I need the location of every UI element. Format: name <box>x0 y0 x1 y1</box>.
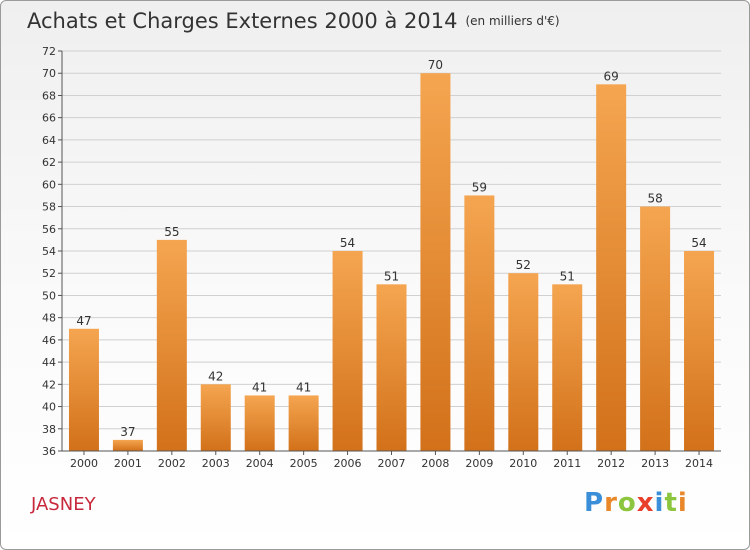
y-tick-label: 38 <box>42 423 56 436</box>
bar <box>596 84 627 451</box>
bar <box>552 284 583 451</box>
chart-title-text: Achats et Charges Externes 2000 à 2014 <box>27 9 458 33</box>
logo-letter: i <box>677 488 688 518</box>
data-label: 69 <box>604 69 619 83</box>
bar <box>332 251 363 451</box>
x-tick-label: 2010 <box>509 457 537 470</box>
x-tick-label: 2006 <box>334 457 362 470</box>
logo-letter: r <box>604 488 618 518</box>
chart-subtitle: (en milliers d'€) <box>465 14 560 28</box>
proxiti-logo: Proxiti <box>584 488 688 518</box>
bar <box>684 251 715 451</box>
bar <box>376 284 407 451</box>
x-tick-label: 2003 <box>202 457 230 470</box>
axes: 36 38 40 42 44 46 48 50 52 54 56 58 60 62 64 66 68 70 72 20… <box>42 45 721 470</box>
y-tick-label: 48 <box>42 312 56 325</box>
y-tick-label: 36 <box>42 445 56 458</box>
bar <box>200 384 231 451</box>
y-tick-label: 46 <box>42 334 56 347</box>
data-label: 70 <box>428 58 443 72</box>
bar <box>508 273 539 451</box>
data-label: 55 <box>164 225 179 239</box>
logo-letter: o <box>617 488 637 518</box>
x-tick-label: 2014 <box>685 457 713 470</box>
x-tick-label: 2012 <box>597 457 625 470</box>
y-tick-label: 52 <box>42 267 56 280</box>
data-label: 37 <box>120 425 135 439</box>
x-tick-label: 2005 <box>290 457 318 470</box>
y-tick-label: 70 <box>42 67 56 80</box>
bar <box>464 195 495 451</box>
data-label: 59 <box>472 180 487 194</box>
data-label: 58 <box>647 192 662 206</box>
bar <box>288 395 319 451</box>
data-label: 54 <box>691 236 706 250</box>
data-label: 51 <box>560 269 575 283</box>
bars: 47 37 55 42 41 41 54 51 70 59 52 51 69 58 54 <box>68 58 715 451</box>
y-tick-label: 62 <box>42 156 56 169</box>
x-tick-label: 2007 <box>378 457 406 470</box>
y-tick-label: 50 <box>42 289 56 302</box>
y-tick-label: 66 <box>42 112 56 125</box>
bar <box>112 439 143 451</box>
logo-letter: P <box>584 488 605 518</box>
x-tick-label: 2002 <box>158 457 186 470</box>
bar <box>244 395 275 451</box>
y-tick-label: 56 <box>42 223 56 236</box>
y-tick-label: 44 <box>42 356 56 369</box>
data-label: 52 <box>516 258 531 272</box>
y-tick-label: 72 <box>42 45 56 58</box>
data-label: 54 <box>340 236 355 250</box>
bar <box>156 239 187 451</box>
y-tick-label: 42 <box>42 378 56 391</box>
data-label: 42 <box>208 369 223 383</box>
y-tick-label: 54 <box>42 245 56 258</box>
y-tick-label: 58 <box>42 201 56 214</box>
bar <box>420 73 451 451</box>
x-tick-label: 2009 <box>465 457 493 470</box>
x-tick-label: 2004 <box>246 457 274 470</box>
data-label: 41 <box>296 380 311 394</box>
chart-title: Achats et Charges Externes 2000 à 2014 (e… <box>27 9 560 33</box>
x-tick-label: 2000 <box>70 457 98 470</box>
x-tick-label: 2013 <box>641 457 669 470</box>
y-tick-label: 40 <box>42 401 56 414</box>
bar <box>640 206 671 451</box>
x-tick-label: 2011 <box>553 457 581 470</box>
commune-name: JASNEY <box>31 494 96 515</box>
y-tick-label: 64 <box>42 134 56 147</box>
x-tick-label: 2001 <box>114 457 142 470</box>
logo-letter: x <box>636 488 655 518</box>
logo-letter: i <box>654 488 665 518</box>
y-tick-label: 60 <box>42 178 56 191</box>
x-tick-label: 2008 <box>421 457 449 470</box>
data-label: 51 <box>384 269 399 283</box>
logo-letter: t <box>664 488 678 518</box>
data-label: 47 <box>76 314 91 328</box>
bar <box>68 328 99 451</box>
y-tick-label: 68 <box>42 89 56 102</box>
data-label: 41 <box>252 380 267 394</box>
